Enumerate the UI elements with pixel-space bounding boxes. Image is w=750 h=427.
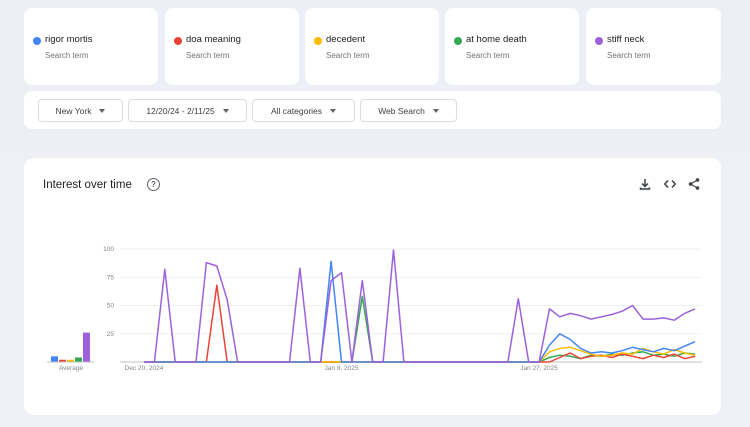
share-icon[interactable] bbox=[687, 177, 701, 191]
date-range-value: 12/20/24 - 2/11/25 bbox=[146, 105, 215, 116]
average-bar-doa-meaning bbox=[59, 359, 66, 362]
term-sub: Search term bbox=[186, 51, 230, 60]
caret-down-icon bbox=[330, 108, 337, 113]
search-type-dropdown[interactable]: Web Search bbox=[360, 99, 457, 122]
term-color-dot bbox=[33, 37, 41, 45]
term-sub: Search term bbox=[45, 51, 89, 60]
term-sub: Search term bbox=[466, 51, 510, 60]
term-label: doa meaning bbox=[186, 34, 241, 45]
series-line-stiff-neck bbox=[144, 249, 696, 363]
y-tick-label: 25 bbox=[107, 331, 115, 338]
caret-down-icon bbox=[432, 108, 439, 113]
interest-over-time-card: Interest over time ? 100 75 50 25 Dec 20, 20… bbox=[24, 158, 721, 415]
x-tick-label: Jan 8, 2025 bbox=[325, 365, 359, 372]
average-bar-decedent bbox=[67, 359, 74, 362]
term-card-stiff-neck[interactable]: stiff neck Search term bbox=[586, 8, 721, 85]
line-chart: 100 75 50 25 Dec 20, 2024 Jan 8, 2025 Jan 27, … bbox=[47, 246, 702, 372]
help-icon[interactable]: ? bbox=[147, 178, 160, 191]
average-label: Average bbox=[59, 365, 83, 372]
term-card-at-home-death[interactable]: at home death Search term bbox=[445, 8, 579, 85]
y-tick-label: 100 bbox=[103, 246, 114, 253]
category-dropdown[interactable]: All categories bbox=[252, 99, 355, 122]
term-label: rigor mortis bbox=[45, 34, 93, 45]
average-bar-stiff-neck bbox=[83, 332, 90, 362]
term-card-decedent[interactable]: decedent Search term bbox=[305, 8, 439, 85]
category-value: All categories bbox=[270, 105, 323, 116]
download-icon[interactable] bbox=[638, 177, 652, 191]
average-bar-rigor-mortis bbox=[51, 356, 58, 362]
term-card-rigor-mortis[interactable]: rigor mortis Search term bbox=[24, 8, 158, 85]
caret-down-icon bbox=[99, 108, 106, 113]
y-tick-label: 50 bbox=[107, 303, 115, 310]
series-line-rigor-mortis bbox=[144, 260, 696, 363]
chart-title: Interest over time bbox=[43, 179, 132, 191]
caret-down-icon bbox=[222, 108, 229, 113]
term-color-dot bbox=[595, 37, 603, 45]
term-label: decedent bbox=[326, 34, 366, 45]
term-card-doa-meaning[interactable]: doa meaning Search term bbox=[165, 8, 299, 85]
x-tick-label: Jan 27, 2025 bbox=[520, 365, 558, 372]
location-dropdown[interactable]: New York bbox=[38, 99, 123, 122]
search-terms-row: rigor mortis Search term doa meaning Sea… bbox=[24, 8, 721, 85]
term-color-dot bbox=[454, 37, 462, 45]
filter-bar: New York 12/20/24 - 2/11/25 All categori… bbox=[24, 91, 721, 129]
search-type-value: Web Search bbox=[378, 105, 425, 116]
date-range-dropdown[interactable]: 12/20/24 - 2/11/25 bbox=[128, 99, 247, 122]
term-color-dot bbox=[174, 37, 182, 45]
term-sub: Search term bbox=[326, 51, 370, 60]
term-sub: Search term bbox=[607, 51, 651, 60]
term-label: stiff neck bbox=[607, 34, 645, 45]
y-tick-label: 75 bbox=[107, 274, 115, 281]
term-color-dot bbox=[314, 37, 322, 45]
location-value: New York bbox=[55, 105, 92, 116]
x-tick-label: Dec 20, 2024 bbox=[125, 365, 164, 372]
embed-code-icon[interactable] bbox=[663, 177, 677, 191]
average-bar-at-home-death bbox=[75, 357, 82, 362]
term-label: at home death bbox=[466, 34, 527, 45]
